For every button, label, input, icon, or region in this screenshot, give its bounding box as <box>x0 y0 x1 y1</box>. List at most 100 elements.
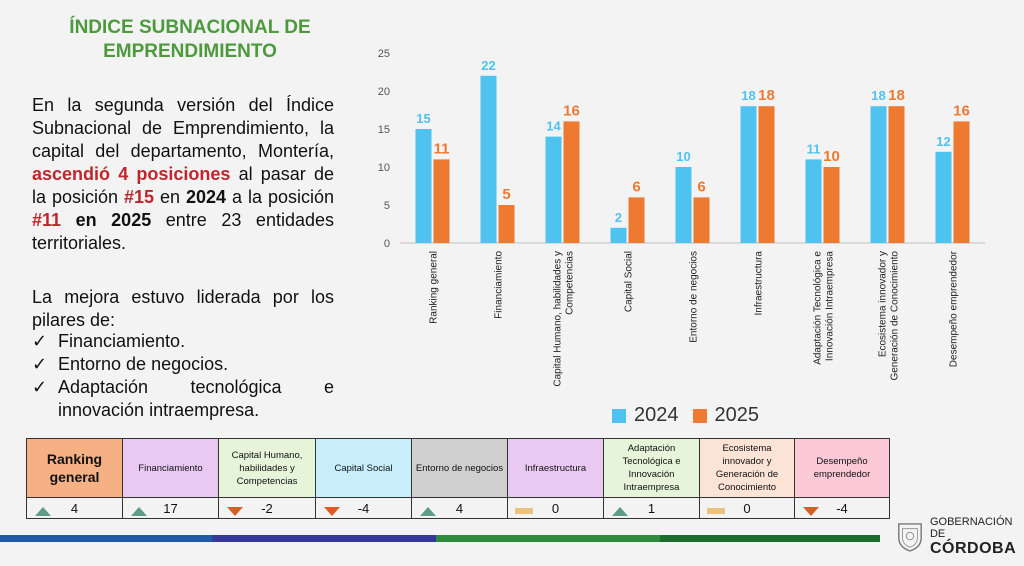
data-label-2025: 18 <box>758 87 775 104</box>
data-label-2025: 11 <box>434 140 450 157</box>
pillars-value-row: 4 17 -2 -4 4 0 1 0 -4 <box>26 497 890 519</box>
para-text-2: al pasar de la posición <box>32 164 334 207</box>
footer-segment <box>660 535 880 542</box>
page-title: ÍNDICE SUBNACIONAL DE EMPRENDIMIENTO <box>30 16 350 64</box>
check-icon: ✓ <box>32 377 48 397</box>
data-label-2025: 6 <box>632 178 640 195</box>
x-tick-label: Ecosistema innovador yGeneración de Cono… <box>878 251 901 381</box>
pillar-value-cell: 0 <box>507 497 604 519</box>
bar-2025 <box>758 106 775 243</box>
checklist-item-3: ✓ Adaptación tecnológica e <box>32 377 334 397</box>
legend-item-2025: 2025 <box>692 404 759 427</box>
x-tick-label: Capital Humano, habilidades yCompetencia… <box>553 251 576 387</box>
bar-2024 <box>870 106 887 243</box>
chart-legend: 2024 2025 <box>612 404 759 427</box>
data-label-2024: 11 <box>807 141 821 156</box>
bar-2024 <box>740 106 757 243</box>
logo-line-2: CÓRDOBA <box>929 540 1017 557</box>
pillar-value: 0 <box>743 500 751 516</box>
para-highlight-11: #11 <box>32 210 62 230</box>
pillar-header-cell: Ecosistema innovador y Generación de Con… <box>699 438 795 498</box>
y-tick-label: 10 <box>378 162 390 174</box>
checklist-item-2: ✓ Entorno de negocios. <box>32 354 229 374</box>
data-label-2025: 5 <box>502 186 510 203</box>
para-text-3: en <box>154 187 186 207</box>
data-label-2024: 2 <box>615 210 622 225</box>
x-tick-label: Infraestructura <box>754 251 765 316</box>
summary-paragraph: En la segunda versión del Índice Subnaci… <box>32 94 334 255</box>
bar-2025 <box>628 197 645 243</box>
trend-down-icon <box>227 506 243 516</box>
data-label-2024: 14 <box>546 119 561 134</box>
data-label-2024: 12 <box>936 134 950 149</box>
pillar-header-cell: Entorno de negocios <box>411 438 508 498</box>
trend-up-icon <box>420 506 436 516</box>
bar-2025 <box>823 167 840 243</box>
title-line-2: EMPRENDIMIENTO <box>103 41 277 62</box>
pillar-value: -4 <box>357 500 370 516</box>
y-tick-label: 5 <box>384 200 390 212</box>
pillar-value-cell: 17 <box>122 497 219 519</box>
bar-2024 <box>545 136 562 243</box>
legend-swatch-2024 <box>612 408 626 423</box>
pillars-intro: La mejora estuvo liderada por los pilare… <box>32 287 334 330</box>
data-label-2024: 15 <box>416 111 430 126</box>
pillar-value-cell: 0 <box>699 497 795 519</box>
para-text-5: en <box>61 210 112 230</box>
trend-up-icon <box>131 506 147 516</box>
footer-segment <box>212 535 436 542</box>
bar-2025 <box>888 106 905 243</box>
x-tick-label: Adaptación Tecnológica eInnovación Intra… <box>813 251 836 365</box>
para-year-2024: 2024 <box>185 187 227 207</box>
bar-2024 <box>610 227 627 243</box>
trend-flat-icon <box>707 507 725 514</box>
bar-2024 <box>415 129 432 243</box>
pillar-value-cell: -2 <box>218 497 316 519</box>
data-label-2025: 16 <box>563 102 580 119</box>
pillar-header-cell: Adaptación Tecnológica e Innovación Intr… <box>603 438 700 498</box>
title-line-1: ÍNDICE SUBNACIONAL DE <box>69 17 311 38</box>
pillar-value: -4 <box>836 500 848 516</box>
legend-item-2024: 2024 <box>612 404 679 427</box>
pillar-header-cell: Desempeño emprendedor <box>794 438 890 498</box>
y-tick-label: 20 <box>378 86 390 98</box>
legend-swatch-2025 <box>692 408 707 423</box>
trend-flat-icon <box>515 507 533 514</box>
checklist: ✓ Financiamiento. ✓ Entorno de negocios. ✓… <box>32 330 334 422</box>
bar-2025 <box>498 205 515 243</box>
check-icon: ✓ <box>32 331 48 351</box>
shield-icon <box>898 523 922 552</box>
pillar-value-cell: 4 <box>26 497 123 519</box>
para-highlight-15: #15 <box>123 187 155 207</box>
para-text-4: a la posición <box>226 187 334 207</box>
footer-segment <box>0 535 212 542</box>
footer-color-bar <box>0 535 880 542</box>
trend-down-icon <box>324 506 340 516</box>
data-label-2024: 18 <box>741 88 755 103</box>
y-tick-label: 25 <box>378 48 390 60</box>
pillars-table: Ranking general Financiamiento Capital Hum… <box>26 438 890 519</box>
x-tick-label: Financiamiento <box>494 251 505 319</box>
bar-2025 <box>953 121 970 243</box>
x-tick-label: Capital Social <box>624 251 635 312</box>
bar-2025 <box>693 197 710 243</box>
pillar-value-cell: -4 <box>794 497 890 519</box>
pillars-header-row: Ranking general Financiamiento Capital Hum… <box>26 438 890 498</box>
bar-2025 <box>563 121 580 243</box>
bar-2025 <box>433 159 450 243</box>
logo-line-1: GOBERNACIÓN DE <box>929 516 1013 540</box>
gobernacion-logo: GOBERNACIÓN DE CÓRDOBA <box>896 516 1024 558</box>
para-highlight-positions: ascendió 4 posiciones <box>32 164 231 184</box>
para-text-6: entre 23 entidades territoriales. <box>32 210 334 253</box>
data-label-2025: 10 <box>823 148 840 165</box>
pillar-value-cell: 1 <box>603 497 700 519</box>
pillar-value-cell: -4 <box>315 497 412 519</box>
pillar-header-cell: Capital Humano, habilidades y Competenci… <box>218 438 316 498</box>
y-tick-label: 0 <box>384 238 390 250</box>
pillar-value-cell: 4 <box>411 497 508 519</box>
pillar-value: 4 <box>455 500 464 516</box>
x-tick-label: Desempeño emprendedor <box>949 250 960 367</box>
pillar-value: 4 <box>70 500 79 516</box>
para-year-2025: 2025 <box>111 210 152 230</box>
data-label-2025: 6 <box>697 178 705 195</box>
